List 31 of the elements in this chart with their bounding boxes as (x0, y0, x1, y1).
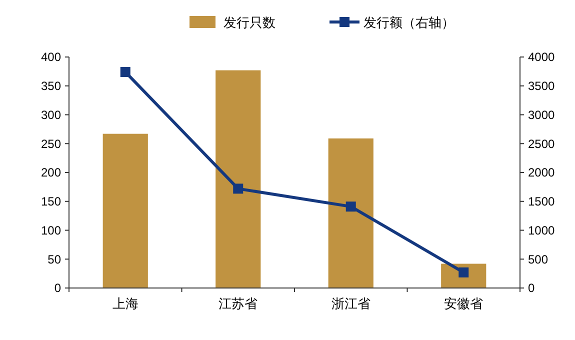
legend-label: 发行只数 (224, 15, 276, 30)
y-tick-label: 350 (40, 79, 62, 94)
legend-label: 发行额（右轴） (364, 15, 454, 30)
x-tick-label: 上海 (112, 296, 138, 311)
point (458, 267, 469, 278)
x-tick-label: 江苏省 (218, 296, 258, 311)
y2-tick-label: 2500 (528, 136, 556, 151)
point (233, 184, 244, 194)
bar (216, 70, 261, 288)
y-tick-label: 200 (40, 166, 62, 180)
y-tick-label: 50 (48, 252, 62, 266)
point (120, 67, 130, 78)
y-tick-label: 0 (54, 281, 62, 296)
y2-tick-label: 0 (528, 281, 535, 296)
y-tick-label: 250 (40, 136, 62, 151)
x-tick-label: 浙江省 (331, 296, 370, 311)
y2-tick-label: 500 (528, 252, 548, 266)
y2-tick-label: 3000 (528, 108, 556, 122)
y2-tick-label: 3500 (528, 79, 556, 94)
y-tick-label: 150 (40, 194, 62, 209)
y-tick-label: 400 (40, 50, 62, 64)
x-tick-label: 安徽省 (444, 296, 484, 311)
y-tick-label: 300 (40, 108, 62, 122)
bar (102, 134, 148, 288)
bar (328, 138, 374, 288)
point (346, 202, 356, 212)
y-tick-label: 100 (40, 223, 62, 238)
y2-tick-label: 1000 (528, 223, 556, 238)
y2-tick-label: 1500 (528, 194, 556, 209)
y2-tick-label: 4000 (528, 50, 556, 64)
y2-tick-label: 2000 (528, 166, 556, 180)
